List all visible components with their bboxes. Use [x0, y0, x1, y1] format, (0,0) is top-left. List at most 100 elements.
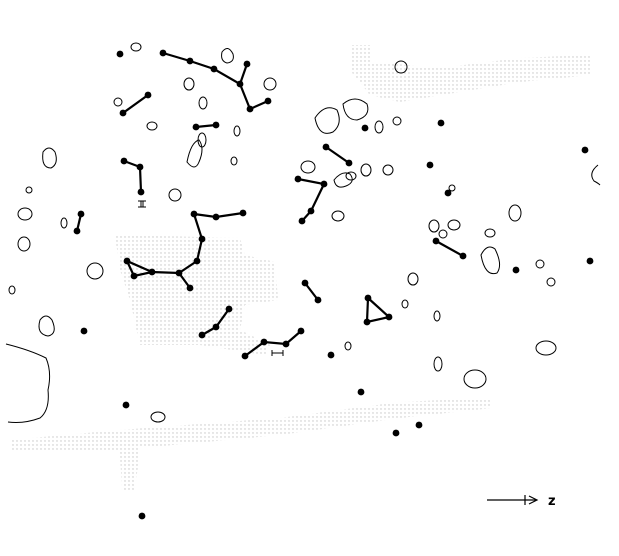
stone — [130, 272, 138, 280]
stone — [364, 294, 372, 302]
alignment-top-left — [121, 93, 150, 115]
stone — [459, 252, 467, 260]
stone — [437, 119, 445, 127]
stone — [241, 352, 249, 360]
stone — [363, 318, 371, 326]
north-label: z — [548, 494, 556, 509]
stone — [148, 268, 156, 276]
stone — [239, 209, 247, 217]
stipple-band-lower — [10, 398, 492, 492]
boulder — [407, 272, 419, 286]
boulder — [8, 285, 16, 295]
alignment-top — [161, 51, 270, 111]
stipple-band-middle — [115, 235, 278, 355]
stone — [345, 159, 353, 167]
stone — [314, 296, 322, 304]
boulder — [230, 156, 238, 166]
alignment-branch — [238, 62, 249, 86]
boulder — [447, 219, 461, 231]
boulder — [535, 259, 545, 269]
stippled-areas — [10, 45, 592, 492]
stone — [80, 327, 88, 335]
large-boulder-edge — [5, 343, 51, 423]
boulder — [86, 262, 104, 280]
boulder — [146, 121, 158, 131]
stone — [246, 105, 254, 113]
boulder — [433, 356, 443, 372]
stone — [190, 210, 198, 218]
boulder — [374, 120, 384, 134]
alignment-zigzag — [296, 177, 326, 223]
boulder — [382, 164, 394, 176]
stone — [123, 257, 131, 265]
boulder — [130, 42, 142, 52]
stone — [357, 388, 365, 396]
boulder — [183, 77, 195, 91]
stone — [426, 161, 434, 169]
stone — [198, 235, 206, 243]
stone — [212, 213, 220, 221]
small-markers — [138, 200, 284, 356]
stone — [212, 323, 220, 331]
boulder — [331, 210, 345, 222]
alignment-diagonal — [303, 281, 320, 302]
stone — [144, 91, 152, 99]
stone — [392, 429, 400, 437]
boulder — [25, 186, 33, 194]
boulder — [221, 48, 234, 64]
stone — [260, 338, 268, 346]
boulder — [535, 340, 557, 356]
stone — [301, 279, 309, 287]
stone — [320, 180, 328, 188]
stone — [193, 257, 201, 265]
boulder — [344, 341, 352, 351]
boulder — [198, 96, 208, 110]
boulder — [342, 98, 369, 121]
stone — [116, 50, 124, 58]
stone — [122, 401, 130, 409]
boulder-outlines — [5, 42, 601, 423]
stone — [307, 207, 315, 215]
boulder — [484, 228, 496, 238]
boulder — [300, 160, 316, 174]
boulder — [314, 107, 340, 134]
stone — [138, 512, 146, 520]
stone — [77, 210, 85, 218]
stone — [294, 175, 302, 183]
stone — [120, 157, 128, 165]
stone — [322, 143, 330, 151]
stone — [186, 57, 194, 65]
stone — [298, 217, 306, 225]
stone — [432, 237, 440, 245]
boulder — [438, 229, 448, 239]
hourglass-marker — [138, 200, 146, 208]
boulder — [433, 310, 441, 322]
stipple-band-top — [350, 45, 592, 102]
stone — [210, 65, 218, 73]
boulder — [392, 116, 402, 126]
stone — [385, 313, 393, 321]
boulder — [17, 236, 31, 252]
stone — [243, 60, 251, 68]
stone — [415, 421, 423, 429]
stone — [236, 80, 244, 88]
boulder — [42, 147, 57, 169]
boulder — [448, 184, 456, 192]
alignment-triangle — [365, 295, 392, 324]
stone — [361, 124, 369, 132]
stone — [198, 331, 206, 339]
boulder — [333, 172, 353, 188]
stone — [327, 351, 335, 359]
stone — [212, 121, 220, 129]
stone — [264, 97, 272, 105]
boulder — [233, 125, 241, 137]
stone — [581, 146, 589, 154]
boulder — [38, 315, 55, 337]
boulder — [60, 217, 68, 229]
boulder-edge — [591, 164, 601, 186]
stone — [512, 266, 520, 274]
boulder — [345, 171, 357, 181]
north-arrow-head — [528, 495, 539, 505]
boulder — [197, 132, 207, 148]
